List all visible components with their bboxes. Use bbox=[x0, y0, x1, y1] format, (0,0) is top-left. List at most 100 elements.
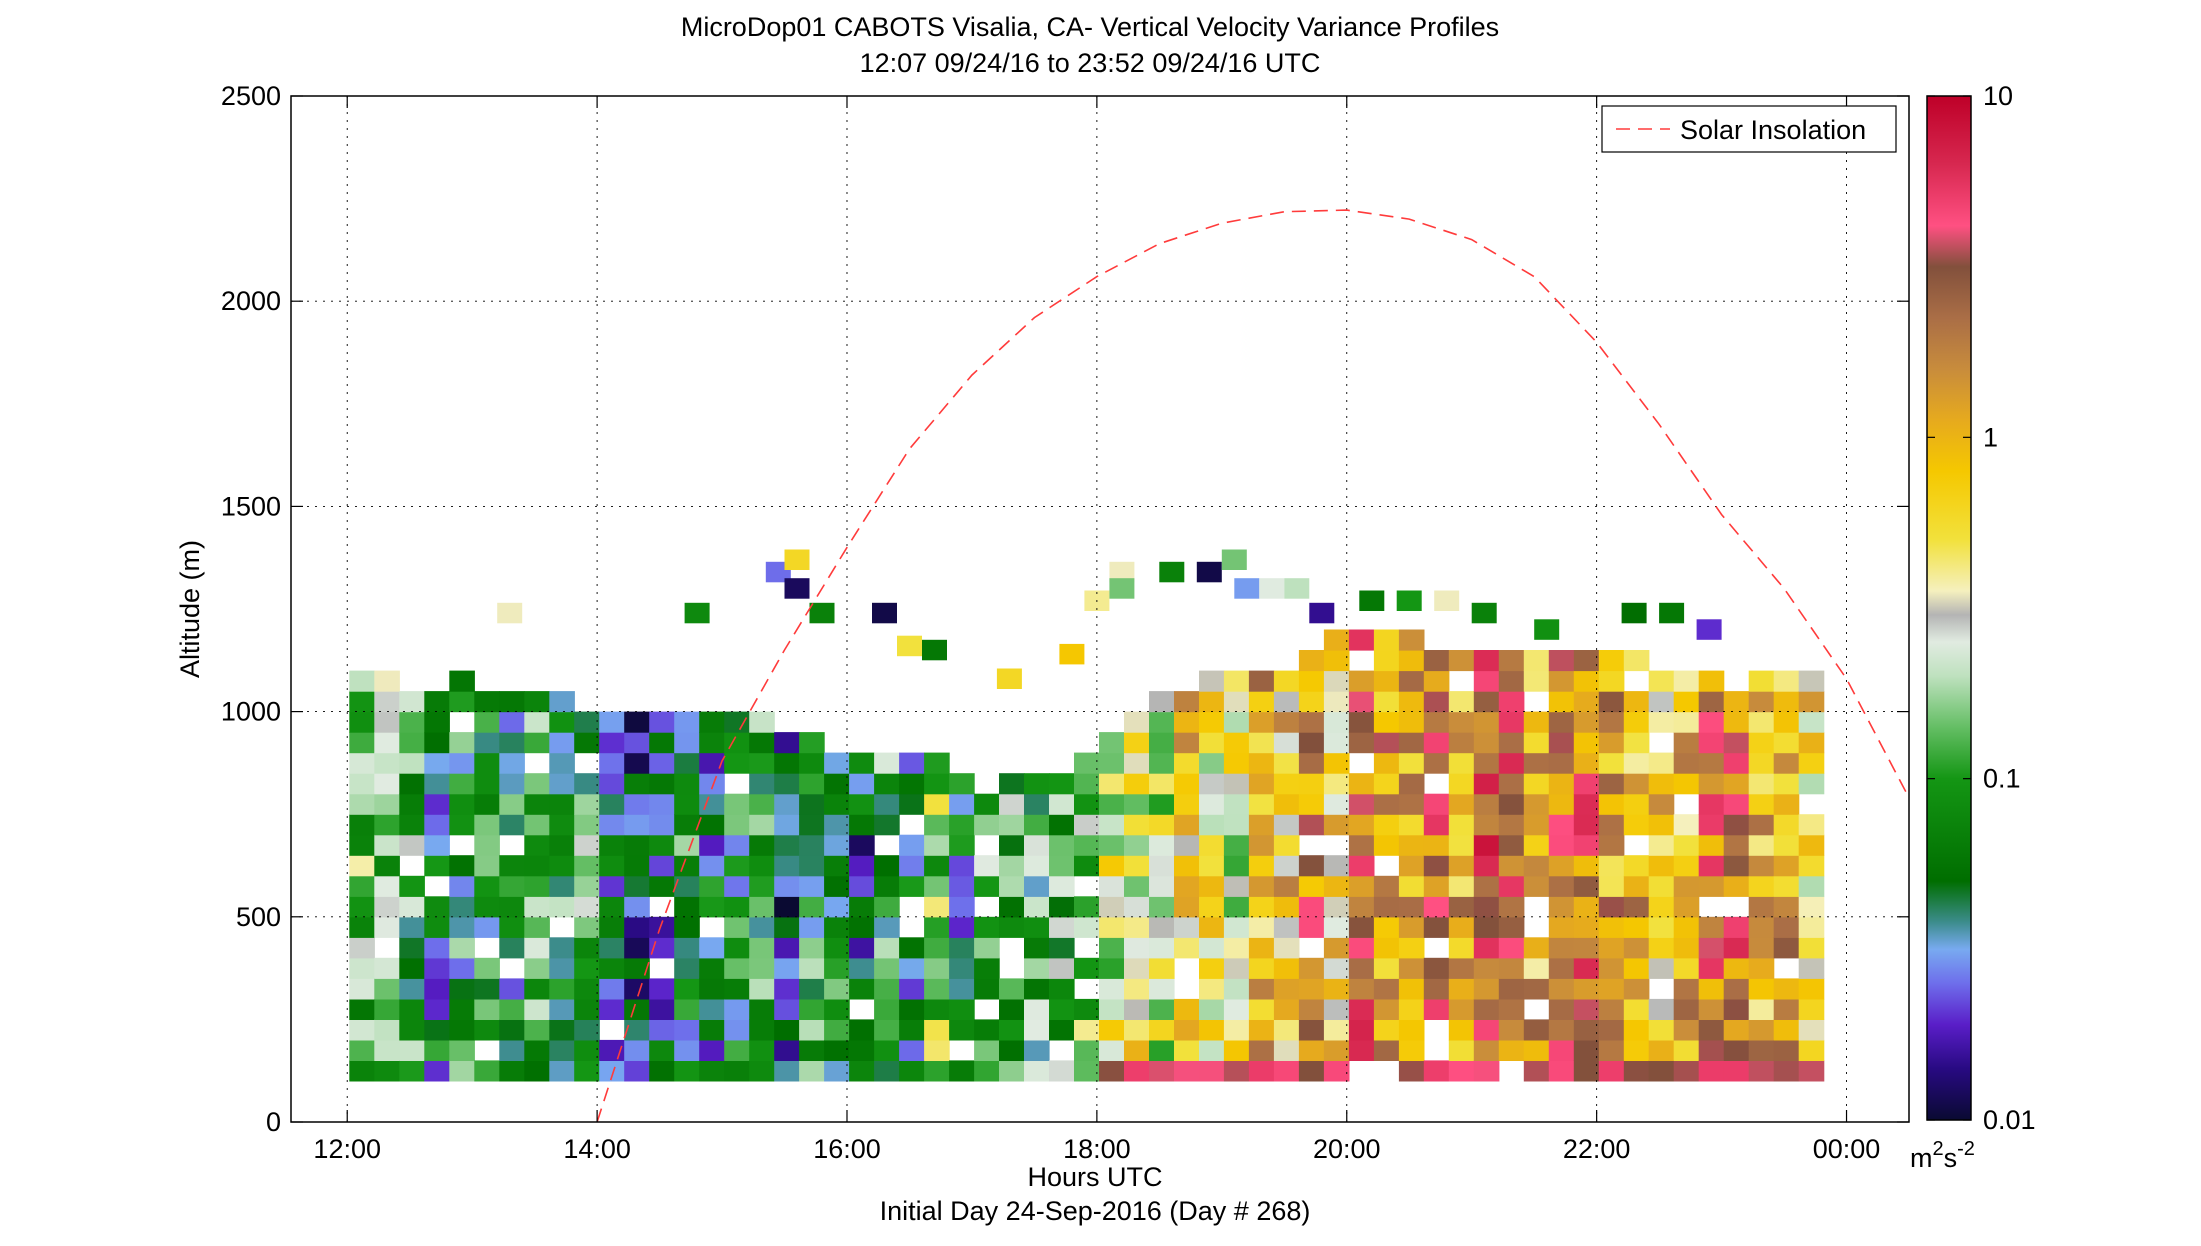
heatmap-cell bbox=[724, 1019, 750, 1041]
heatmap-cell bbox=[1773, 916, 1800, 938]
heatmap-cell bbox=[1623, 1060, 1650, 1082]
heatmap-cell bbox=[449, 670, 475, 692]
heatmap-cell bbox=[374, 670, 400, 692]
heatmap-cell bbox=[1248, 916, 1275, 938]
heatmap-cell bbox=[724, 855, 750, 877]
heatmap-cell-upper bbox=[872, 602, 897, 624]
heatmap-cell bbox=[349, 752, 375, 774]
heatmap-cell bbox=[1298, 650, 1325, 672]
heatmap-cell bbox=[1398, 896, 1425, 918]
heatmap-cell bbox=[1099, 916, 1125, 938]
heatmap-cell bbox=[1673, 670, 1700, 692]
heatmap-cell bbox=[1199, 670, 1225, 692]
heatmap-cell bbox=[424, 732, 450, 754]
heatmap-cell bbox=[1174, 691, 1200, 713]
heatmap-cell bbox=[1323, 998, 1350, 1020]
heatmap-cell bbox=[1074, 855, 1100, 877]
heatmap-cell bbox=[1673, 711, 1700, 733]
heatmap-cell bbox=[1673, 855, 1700, 877]
heatmap-cell bbox=[799, 875, 825, 897]
heatmap-cell bbox=[1498, 1019, 1525, 1041]
heatmap-cell bbox=[1798, 834, 1825, 856]
heatmap-cell bbox=[1323, 629, 1350, 651]
heatmap-cell bbox=[549, 875, 575, 897]
heatmap-cell bbox=[1598, 875, 1625, 897]
heatmap-cell bbox=[1298, 814, 1325, 836]
heatmap-cell bbox=[1498, 773, 1525, 795]
heatmap-cell bbox=[524, 896, 550, 918]
heatmap-cell bbox=[374, 916, 400, 938]
heatmap-cell bbox=[1723, 998, 1750, 1020]
heatmap-cell bbox=[724, 998, 750, 1020]
heatmap-cell bbox=[899, 834, 925, 856]
heatmap-cell bbox=[699, 998, 725, 1020]
heatmap-cell bbox=[1723, 855, 1750, 877]
heatmap-cell bbox=[424, 711, 450, 733]
heatmap-cell bbox=[974, 957, 1000, 979]
heatmap-cell bbox=[1573, 670, 1600, 692]
heatmap-cell bbox=[674, 957, 700, 979]
heatmap-cell bbox=[1548, 793, 1575, 815]
heatmap-cell-upper bbox=[684, 602, 710, 624]
heatmap-cell bbox=[499, 937, 525, 959]
heatmap-cell bbox=[1099, 752, 1125, 774]
heatmap-cell bbox=[1199, 875, 1225, 897]
heatmap-cell bbox=[449, 896, 475, 918]
heatmap-cell bbox=[1498, 1039, 1525, 1061]
heatmap-cell bbox=[399, 814, 425, 836]
heatmap-cell bbox=[924, 793, 950, 815]
heatmap-cell bbox=[374, 896, 400, 918]
heatmap-cell bbox=[674, 1039, 700, 1061]
heatmap-cell bbox=[749, 875, 775, 897]
heatmap-cell bbox=[874, 875, 900, 897]
heatmap-cell bbox=[374, 814, 400, 836]
heatmap-cell bbox=[899, 978, 925, 1000]
heatmap-cell-upper bbox=[1309, 602, 1335, 624]
heatmap-cell bbox=[1423, 855, 1450, 877]
heatmap-cell bbox=[1199, 711, 1225, 733]
heatmap-cell bbox=[724, 793, 750, 815]
heatmap-cell bbox=[1248, 793, 1275, 815]
heatmap-cell bbox=[1298, 732, 1325, 754]
y-tick-label: 1500 bbox=[221, 491, 281, 521]
heatmap-cell bbox=[524, 998, 550, 1020]
heatmap-cell bbox=[599, 855, 625, 877]
heatmap-cell bbox=[1149, 978, 1175, 1000]
heatmap-cell-upper bbox=[1696, 619, 1722, 640]
heatmap-cell bbox=[1323, 1039, 1350, 1061]
y-tick-label: 2500 bbox=[221, 81, 281, 111]
heatmap-cell bbox=[1448, 978, 1475, 1000]
heatmap-cell bbox=[1673, 1039, 1700, 1061]
heatmap-cell bbox=[1773, 1039, 1800, 1061]
heatmap-cell bbox=[774, 855, 800, 877]
heatmap-cell bbox=[1174, 1019, 1200, 1041]
heatmap-cell bbox=[974, 1060, 1000, 1082]
heatmap-cell bbox=[699, 711, 725, 733]
heatmap-cell bbox=[1448, 834, 1475, 856]
heatmap-cell bbox=[649, 732, 675, 754]
heatmap-cell bbox=[1398, 711, 1425, 733]
heatmap-cell bbox=[1049, 773, 1075, 795]
heatmap-cell bbox=[1223, 834, 1250, 856]
heatmap-cell bbox=[1323, 691, 1350, 713]
heatmap-cell bbox=[1024, 937, 1050, 959]
heatmap-cell bbox=[1748, 732, 1775, 754]
heatmap-cell bbox=[1773, 855, 1800, 877]
heatmap-cell bbox=[1448, 1060, 1475, 1082]
heatmap-cell bbox=[599, 978, 625, 1000]
heatmap-cell bbox=[1573, 1019, 1600, 1041]
heatmap-cell bbox=[624, 978, 650, 1000]
heatmap-cell bbox=[1223, 855, 1250, 877]
heatmap-cell bbox=[649, 1039, 675, 1061]
heatmap-cell bbox=[1423, 875, 1450, 897]
heatmap-cell bbox=[899, 1019, 925, 1041]
heatmap-cell bbox=[1748, 752, 1775, 774]
heatmap-cell bbox=[1473, 1039, 1500, 1061]
heatmap-cell bbox=[1298, 998, 1325, 1020]
heatmap-cell bbox=[399, 937, 425, 959]
heatmap-cell bbox=[374, 752, 400, 774]
heatmap-cell bbox=[1223, 937, 1250, 959]
heatmap-cell bbox=[749, 711, 775, 733]
heatmap-cell bbox=[1199, 752, 1225, 774]
heatmap-cell bbox=[1698, 670, 1725, 692]
